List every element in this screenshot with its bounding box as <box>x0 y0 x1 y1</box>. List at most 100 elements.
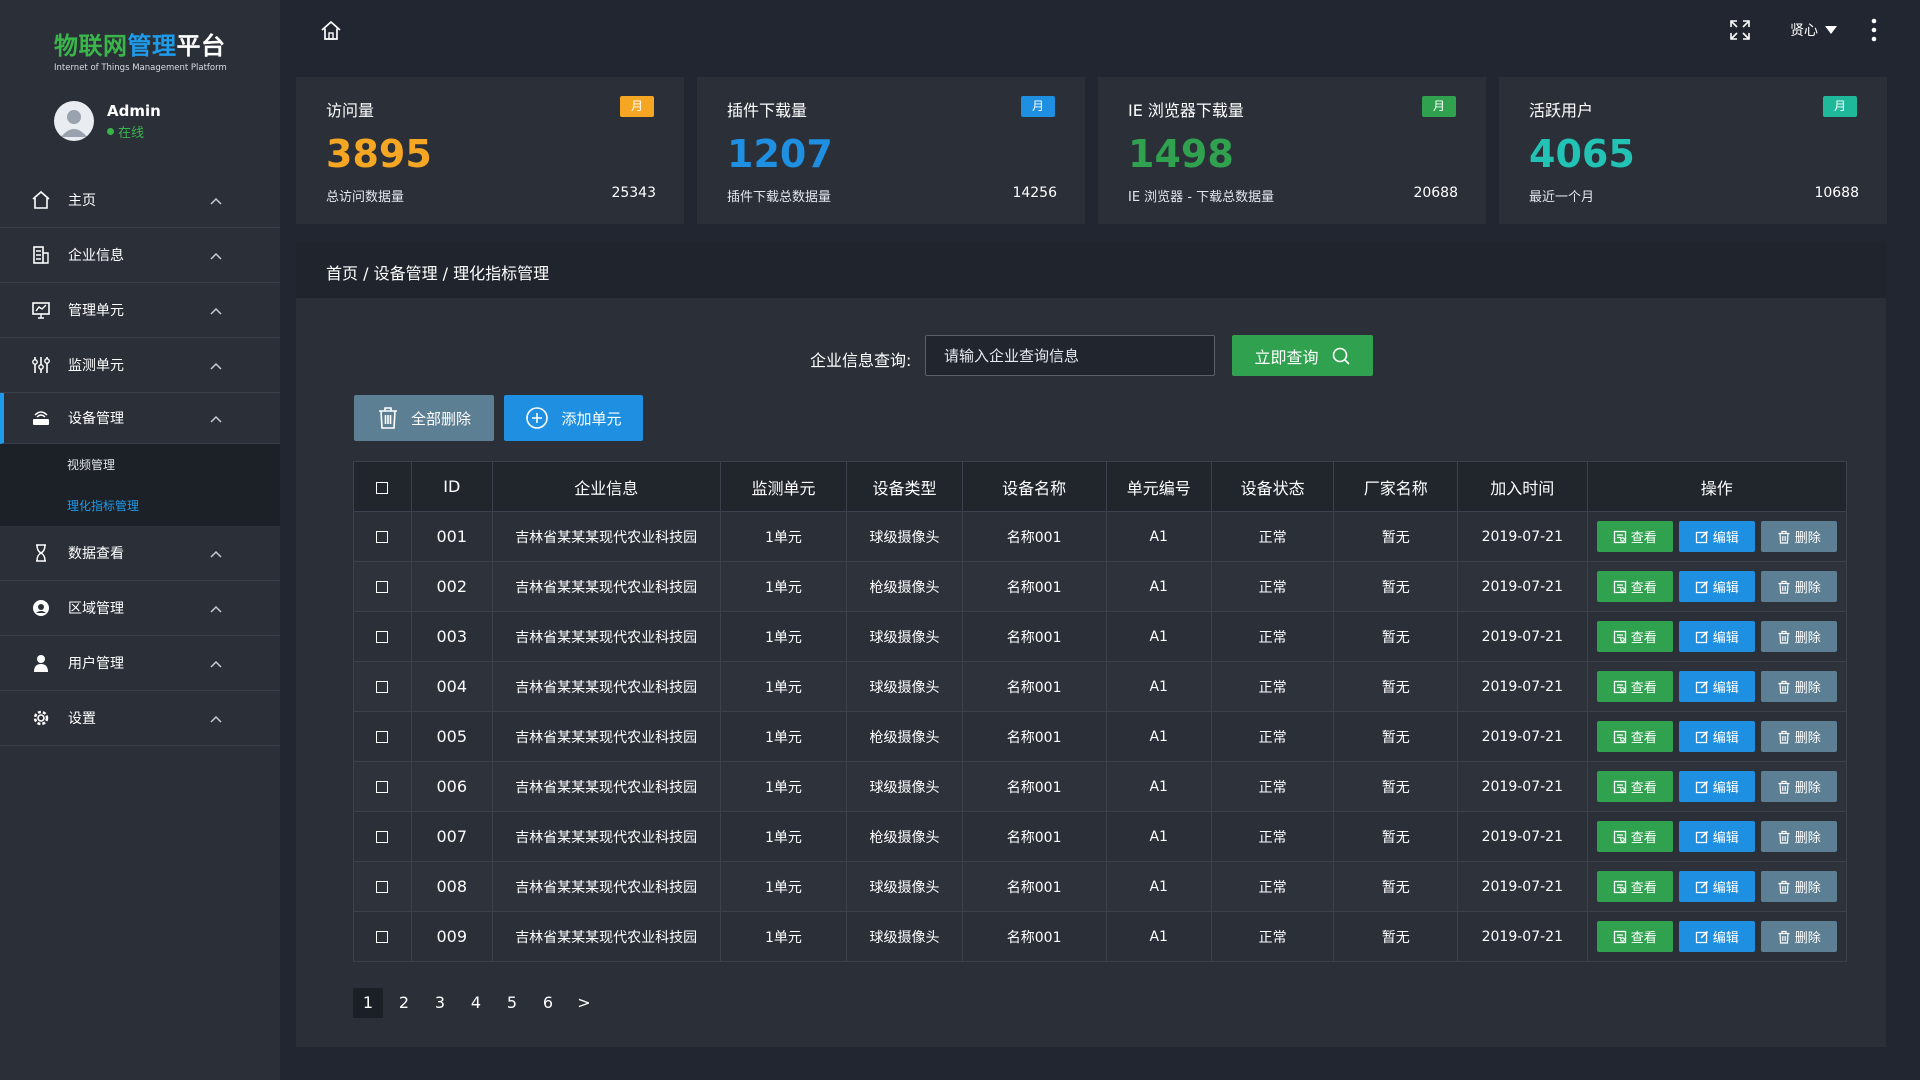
breadcrumb: 首页 / 设备管理 / 理化指标管理 <box>326 264 550 283</box>
sidebar-item-user-management[interactable]: 用户管理 <box>0 636 280 691</box>
row-actions: 查看 编辑 删除 <box>1586 761 1848 812</box>
stat-title: IE 浏览器下载量 <box>1128 101 1244 120</box>
view-icon <box>1613 780 1631 794</box>
column-header: 操作 <box>1586 461 1848 512</box>
delete-button[interactable]: 删除 <box>1760 721 1837 752</box>
view-button[interactable]: 查看 <box>1596 621 1673 652</box>
edit-button[interactable]: 编辑 <box>1678 821 1755 852</box>
delete-button[interactable]: 删除 <box>1760 621 1837 652</box>
sidebar-item-device-management[interactable]: 设备管理 <box>0 393 280 444</box>
company-cell: 吉林省某某某现代农业科技园 <box>491 861 721 912</box>
row-checkbox[interactable] <box>353 811 412 862</box>
join-date-cell: 2019-07-21 <box>1456 911 1588 962</box>
sidebar-item-company[interactable]: 企业信息 <box>0 228 280 283</box>
search-button[interactable]: 立即查询 <box>1232 335 1373 376</box>
delete-button[interactable]: 删除 <box>1760 921 1837 952</box>
edit-button[interactable]: 编辑 <box>1678 771 1755 802</box>
delete-button[interactable]: 删除 <box>1760 521 1837 552</box>
page-button[interactable]: 4 <box>470 993 482 1012</box>
page-button[interactable]: 6 <box>542 993 554 1012</box>
add-unit-button[interactable]: 添加单元 <box>504 395 643 441</box>
page-button[interactable]: 5 <box>506 993 518 1012</box>
delete-all-button[interactable]: 全部删除 <box>354 395 494 441</box>
edit-button[interactable]: 编辑 <box>1678 671 1755 702</box>
submenu-item-physicochemical[interactable]: 理化指标管理 <box>67 499 140 513</box>
trash-icon <box>1777 730 1795 744</box>
edit-icon <box>1695 730 1713 744</box>
row-checkbox[interactable] <box>353 761 412 812</box>
next-page-button[interactable]: > <box>577 993 591 1012</box>
row-checkbox[interactable] <box>353 611 412 662</box>
join-date-cell: 2019-07-21 <box>1456 761 1588 812</box>
breadcrumb-bar: 首页 / 设备管理 / 理化指标管理 <box>296 241 1886 298</box>
vendor-cell: 暂无 <box>1333 611 1458 662</box>
trash-icon <box>1777 880 1795 894</box>
device-status-cell: 正常 <box>1210 561 1335 612</box>
stat-value: 4065 <box>1529 132 1635 176</box>
table-row: 003 吉林省某某某现代农业科技园 1单元 球级摄像头 名称001 A1 正常 暂无 2019-… <box>353 611 1848 662</box>
view-button[interactable]: 查看 <box>1596 721 1673 752</box>
unit-code-cell: A1 <box>1105 561 1212 612</box>
delete-button[interactable]: 删除 <box>1760 821 1837 852</box>
stat-title: 插件下载量 <box>727 101 808 120</box>
row-checkbox[interactable] <box>353 561 412 612</box>
building-icon <box>30 244 52 266</box>
delete-button[interactable]: 删除 <box>1760 571 1837 602</box>
trash-icon <box>1777 830 1795 844</box>
view-button[interactable]: 查看 <box>1596 821 1673 852</box>
view-button[interactable]: 查看 <box>1596 871 1673 902</box>
view-button[interactable]: 查看 <box>1596 921 1673 952</box>
edit-button[interactable]: 编辑 <box>1678 871 1755 902</box>
vendor-cell: 暂无 <box>1333 511 1458 562</box>
sidebar-item-region[interactable]: 区域管理 <box>0 581 280 636</box>
row-checkbox[interactable] <box>353 511 412 562</box>
device-name-cell: 名称001 <box>961 611 1107 662</box>
delete-button[interactable]: 删除 <box>1760 871 1837 902</box>
view-button[interactable]: 查看 <box>1596 571 1673 602</box>
fullscreen-icon[interactable] <box>1729 19 1751 45</box>
user-profile[interactable]: Admin 在线 <box>54 101 161 141</box>
submenu-item-video[interactable]: 视频管理 <box>67 458 116 472</box>
page-button[interactable]: 3 <box>434 993 446 1012</box>
sidebar-item-settings[interactable]: 设置 <box>0 691 280 746</box>
row-checkbox[interactable] <box>353 861 412 912</box>
edit-button[interactable]: 编辑 <box>1678 921 1755 952</box>
edit-button[interactable]: 编辑 <box>1678 571 1755 602</box>
user-avatar-icon <box>61 110 87 137</box>
row-checkbox[interactable] <box>353 661 412 712</box>
device-type-cell: 枪级摄像头 <box>846 561 963 612</box>
company-cell: 吉林省某某某现代农业科技园 <box>491 511 721 562</box>
home-icon[interactable] <box>320 20 342 46</box>
view-button[interactable]: 查看 <box>1596 771 1673 802</box>
stat-subtitle: 插件下载总数据量 <box>727 190 832 205</box>
edit-button[interactable]: 编辑 <box>1678 621 1755 652</box>
sidebar-item-monitoring-unit[interactable]: 监测单元 <box>0 338 280 393</box>
page-button[interactable]: 1 <box>353 988 383 1018</box>
vendor-cell: 暂无 <box>1333 561 1458 612</box>
logo: 物联网管理平台 Internet of Things Management Pl… <box>54 26 227 73</box>
delete-button[interactable]: 删除 <box>1760 671 1837 702</box>
edit-button[interactable]: 编辑 <box>1678 521 1755 552</box>
row-checkbox[interactable] <box>353 911 412 962</box>
row-checkbox[interactable] <box>353 711 412 762</box>
chevron-up-icon <box>210 359 222 377</box>
table-row: 005 吉林省某某某现代农业科技园 1单元 枪级摄像头 名称001 A1 正常 暂无 2019-… <box>353 711 1848 762</box>
monitor-chart-icon <box>30 299 52 321</box>
table-row: 006 吉林省某某某现代农业科技园 1单元 球级摄像头 名称001 A1 正常 暂无 2019-… <box>353 761 1848 812</box>
unit-code-cell: A1 <box>1105 711 1212 762</box>
sidebar-item-management-unit[interactable]: 管理单元 <box>0 283 280 338</box>
delete-button[interactable]: 删除 <box>1760 771 1837 802</box>
select-all-checkbox[interactable] <box>353 461 412 512</box>
sidebar-item-home[interactable]: 主页 <box>0 173 280 228</box>
user-dropdown[interactable]: 贤心 <box>1790 20 1838 40</box>
more-vertical-icon[interactable] <box>1870 18 1878 46</box>
sidebar-item-data-view[interactable]: 数据查看 <box>0 526 280 581</box>
device-name-cell: 名称001 <box>961 511 1107 562</box>
chevron-up-icon <box>210 657 222 675</box>
page-button[interactable]: 2 <box>398 993 410 1012</box>
view-button[interactable]: 查看 <box>1596 521 1673 552</box>
view-button[interactable]: 查看 <box>1596 671 1673 702</box>
edit-button[interactable]: 编辑 <box>1678 721 1755 752</box>
device-name-cell: 名称001 <box>961 811 1107 862</box>
search-input[interactable] <box>925 335 1215 376</box>
